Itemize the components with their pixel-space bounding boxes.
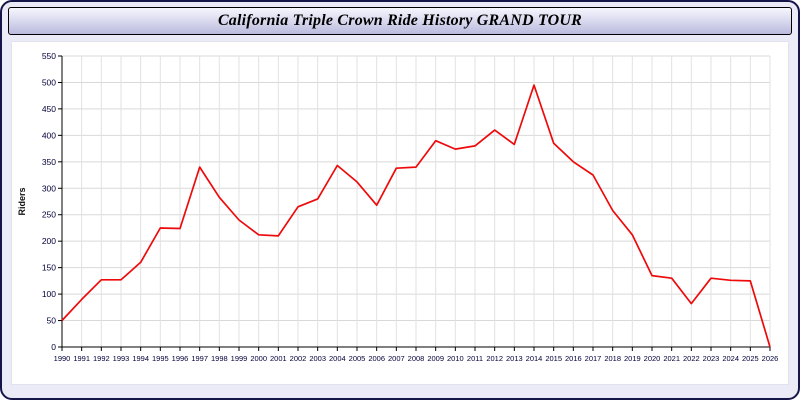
svg-text:2012: 2012 (486, 354, 503, 363)
svg-text:1997: 1997 (191, 354, 208, 363)
svg-text:450: 450 (42, 104, 56, 114)
svg-text:2022: 2022 (683, 354, 700, 363)
svg-text:1991: 1991 (73, 354, 90, 363)
svg-text:2001: 2001 (270, 354, 287, 363)
svg-text:2024: 2024 (722, 354, 739, 363)
svg-text:2015: 2015 (545, 354, 562, 363)
svg-text:1994: 1994 (132, 354, 149, 363)
svg-text:2018: 2018 (604, 354, 621, 363)
svg-text:2021: 2021 (663, 354, 680, 363)
chart-title-bar: California Triple Crown Ride History GRA… (8, 7, 792, 35)
svg-text:2019: 2019 (624, 354, 641, 363)
svg-text:2014: 2014 (526, 354, 543, 363)
svg-text:0: 0 (51, 342, 56, 352)
svg-text:2020: 2020 (644, 354, 661, 363)
svg-text:2010: 2010 (447, 354, 464, 363)
svg-text:100: 100 (42, 289, 56, 299)
svg-text:1990: 1990 (54, 354, 71, 363)
svg-text:1998: 1998 (211, 354, 228, 363)
svg-text:50: 50 (47, 316, 57, 326)
svg-text:2025: 2025 (742, 354, 759, 363)
svg-text:1992: 1992 (93, 354, 110, 363)
svg-text:2011: 2011 (467, 354, 483, 363)
svg-text:550: 550 (42, 51, 56, 61)
svg-text:300: 300 (42, 183, 56, 193)
svg-text:2006: 2006 (368, 354, 385, 363)
svg-text:Riders: Riders (17, 187, 27, 215)
svg-text:250: 250 (42, 210, 56, 220)
chart-panel: 0 50 100 150 200 250 300 350 400 450 500 550 1990 199… (11, 41, 789, 385)
svg-text:2005: 2005 (349, 354, 366, 363)
svg-text:2004: 2004 (329, 354, 346, 363)
svg-text:2007: 2007 (388, 354, 405, 363)
svg-text:2003: 2003 (309, 354, 326, 363)
svg-text:1995: 1995 (152, 354, 169, 363)
chart-title: California Triple Crown Ride History GRA… (217, 12, 583, 29)
svg-text:2017: 2017 (585, 354, 602, 363)
svg-text:2013: 2013 (506, 354, 523, 363)
svg-text:400: 400 (42, 130, 56, 140)
svg-text:2009: 2009 (427, 354, 444, 363)
svg-text:2016: 2016 (565, 354, 582, 363)
svg-text:2000: 2000 (250, 354, 267, 363)
svg-text:500: 500 (42, 77, 56, 87)
svg-text:2023: 2023 (703, 354, 720, 363)
svg-text:350: 350 (42, 157, 56, 167)
svg-text:200: 200 (42, 236, 56, 246)
svg-text:1999: 1999 (231, 354, 248, 363)
svg-text:1996: 1996 (172, 354, 189, 363)
svg-text:1993: 1993 (113, 354, 130, 363)
svg-text:2002: 2002 (290, 354, 307, 363)
svg-text:2008: 2008 (408, 354, 425, 363)
svg-text:2026: 2026 (762, 354, 779, 363)
svg-text:150: 150 (42, 263, 56, 273)
